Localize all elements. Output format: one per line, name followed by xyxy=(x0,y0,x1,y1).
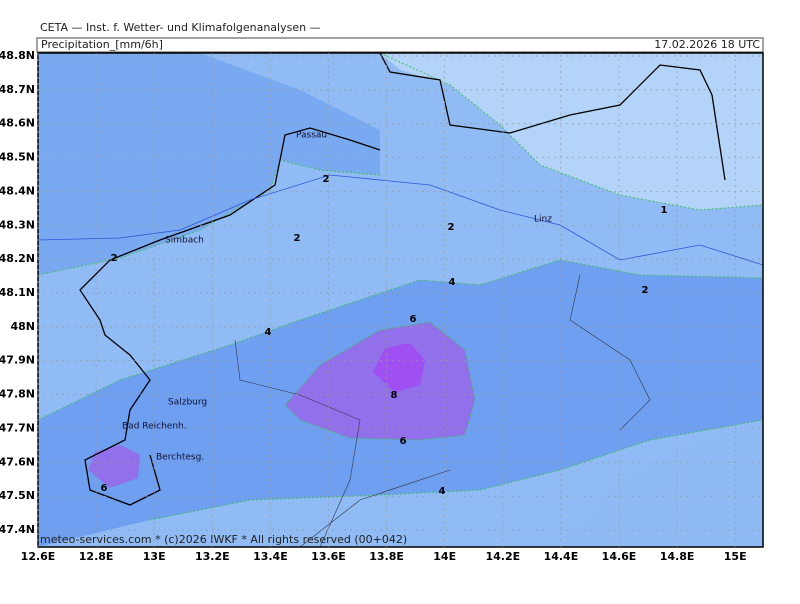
lon-label: 12.6E xyxy=(21,550,56,563)
valid-time: 17.02.2026 18 UTC xyxy=(654,38,760,51)
lon-label: 13.2E xyxy=(195,550,230,563)
lon-label: 14.4E xyxy=(544,550,579,563)
contour-label: 1 xyxy=(661,205,668,216)
contour-label: 2 xyxy=(323,174,330,185)
place-label: Salzburg xyxy=(168,398,207,408)
lat-label: 48.8N xyxy=(0,49,35,62)
lat-label: 47.5N xyxy=(0,489,35,502)
contour-label: 6 xyxy=(410,314,417,325)
lon-label: 13E xyxy=(143,550,166,563)
lat-label: 48.7N xyxy=(0,83,35,96)
lat-label: 48.2N xyxy=(0,252,35,265)
contour-label: 4 xyxy=(449,277,456,288)
contour-label: 6 xyxy=(101,483,108,494)
place-label: Bad Reichenh. xyxy=(122,422,187,432)
admin-line xyxy=(234,274,651,547)
lon-label: 14E xyxy=(433,550,456,563)
lon-label: 14.8E xyxy=(660,550,695,563)
lat-label: 47.7N xyxy=(0,421,35,434)
lon-label: 14.6E xyxy=(602,550,637,563)
field-2-4c xyxy=(560,420,763,547)
field-0-1 xyxy=(380,53,763,210)
lat-label: 48N xyxy=(10,320,35,333)
lat-label: 47.9N xyxy=(0,354,35,367)
contour-label: 2 xyxy=(111,253,118,264)
place-label: Berchtesg. xyxy=(156,453,204,463)
field-6-small xyxy=(88,445,140,488)
river xyxy=(38,174,763,266)
lon-label: 13.4E xyxy=(253,550,288,563)
footer: meteo-services.com * (c)2026 IWKF * All … xyxy=(40,533,407,546)
lat-label: 48.3N xyxy=(0,218,35,231)
contour-label: 4 xyxy=(265,327,272,338)
lon-label: 12.8E xyxy=(79,550,114,563)
field-2-4b xyxy=(38,53,380,275)
lat-label: 47.8N xyxy=(0,388,35,401)
contour-label: 8 xyxy=(391,390,398,401)
lat-label: 48.6N xyxy=(0,117,35,130)
contour-label: 2 xyxy=(448,222,455,233)
map xyxy=(37,52,764,548)
lon-label: 15E xyxy=(724,550,747,563)
place-label: Simbach xyxy=(165,236,204,246)
contour-label: 2 xyxy=(642,285,649,296)
lat-label: 48.1N xyxy=(0,286,35,299)
place-label: Passau xyxy=(296,131,327,141)
contour-label: 2 xyxy=(294,233,301,244)
contour-label: 6 xyxy=(400,436,407,447)
lat-label: 47.4N xyxy=(0,523,35,536)
place-label: Linz xyxy=(534,215,552,225)
lon-label: 13.6E xyxy=(311,550,346,563)
contour-label: 4 xyxy=(439,486,446,497)
border xyxy=(379,53,726,181)
lat-label: 48.4N xyxy=(0,184,35,197)
lon-label: 13.8E xyxy=(369,550,404,563)
header-title: CETA — Inst. f. Wetter- und Klimafolgena… xyxy=(40,21,321,34)
variable: Precipitation_[mm/6h] xyxy=(41,38,163,51)
lon-label: 14.2E xyxy=(485,550,520,563)
field-6-8 xyxy=(284,321,476,441)
lat-label: 47.6N xyxy=(0,455,35,468)
field-8 xyxy=(373,343,425,392)
header-bar xyxy=(36,37,764,53)
border xyxy=(79,127,381,506)
lat-label: 48.5N xyxy=(0,151,35,164)
